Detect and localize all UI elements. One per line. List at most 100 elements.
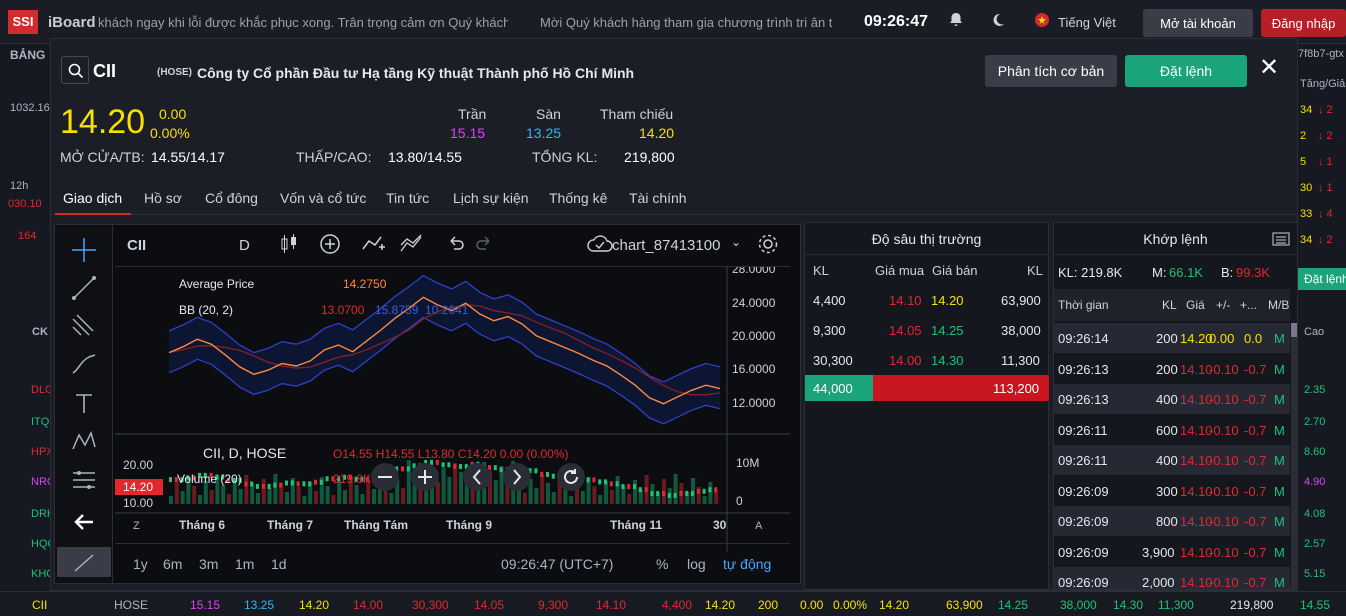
arrow-left-icon[interactable] <box>69 507 99 537</box>
price-tick: 20.0000 <box>732 329 776 343</box>
match-row[interactable]: 09:26:09 3,900 14.10 -0.10 -0.7 M <box>1054 536 1290 567</box>
pitchfork-icon[interactable] <box>69 311 99 341</box>
tab-financials[interactable]: Tài chính <box>629 190 687 206</box>
moon-icon[interactable] <box>988 12 1008 32</box>
tab-trading[interactable]: Giao dịch <box>63 190 123 206</box>
symbol-row[interactable]: HQC <box>31 538 56 550</box>
search-button[interactable] <box>61 56 89 84</box>
ticker-message: khách ngay khi lỗi được khắc phục xong. … <box>98 15 508 30</box>
bell-icon[interactable] <box>946 12 966 32</box>
match-scrollbar-thumb[interactable] <box>1291 323 1297 337</box>
depth-row[interactable]: 9,300 14.05 14.25 38,000 <box>805 315 1048 345</box>
range-1d[interactable]: 1d <box>271 556 287 572</box>
auto-scale-label[interactable]: A <box>755 520 763 532</box>
reset-button[interactable] <box>557 463 585 491</box>
footer-cell: 14.00 <box>353 598 384 612</box>
crosshair-icon[interactable] <box>69 235 99 265</box>
candle <box>609 481 613 487</box>
undo-icon[interactable] <box>445 233 465 259</box>
ruler-icon[interactable] <box>57 547 111 577</box>
chart-plot-area[interactable]: 28.0000 24.0000 20.0000 16.0000 12.0000 … <box>115 267 790 552</box>
tab-events[interactable]: Lịch sự kiện <box>453 190 529 206</box>
symbol-row[interactable]: NRC <box>31 476 55 488</box>
chart-symbol[interactable]: CII <box>127 237 147 254</box>
price-chart[interactable]: CII D chart_87413100 <box>54 224 801 584</box>
series-info[interactable]: CII, D, HOSE <box>203 445 286 461</box>
background-footer-row[interactable]: CII HOSE 15.15 13.25 14.20 14.00 30,300 … <box>0 591 1346 616</box>
range-6m[interactable]: 6m <box>163 556 183 572</box>
chevron-right-icon <box>513 469 522 485</box>
redo-icon[interactable] <box>475 233 495 259</box>
symbol-row[interactable]: DRH <box>31 508 55 520</box>
range-1m[interactable]: 1m <box>235 556 255 572</box>
chart-name[interactable]: chart_87413100 <box>612 237 721 254</box>
scroll-right-button[interactable] <box>503 463 531 491</box>
board-value: 30 <box>1300 182 1313 194</box>
login-button[interactable]: Đăng nhập <box>1261 9 1346 37</box>
candle-type-icon[interactable] <box>279 233 299 259</box>
bid-volume: 9,300 <box>813 323 846 338</box>
total-volume-label: TỔNG KL: <box>532 149 598 165</box>
auto-toggle[interactable]: tự động <box>723 556 772 572</box>
match-row[interactable]: 09:26:09 300 14.10 -0.10 -0.7 M <box>1054 475 1290 506</box>
zoom-z-label[interactable]: Z <box>133 520 140 532</box>
chart-toolbar: CII D chart_87413100 <box>115 225 790 267</box>
ssi-logo[interactable]: SSI <box>8 10 38 34</box>
flag-icon[interactable] <box>1032 12 1052 32</box>
brush-icon[interactable] <box>69 349 99 379</box>
match-row[interactable]: 09:26:14 200 14.20 0.00 0.0 M <box>1054 323 1290 353</box>
settings-icon[interactable] <box>757 233 779 259</box>
symbol-row[interactable]: KHG <box>31 568 55 580</box>
scroll-left-button[interactable] <box>463 463 491 491</box>
pattern-icon[interactable] <box>69 427 99 457</box>
match-header: +... <box>1240 298 1258 312</box>
tab-profile[interactable]: Hồ sơ <box>144 190 182 206</box>
volume-bar <box>598 495 603 504</box>
language-selector[interactable]: Tiếng Việt <box>1058 15 1116 30</box>
board-order-button[interactable]: Đặt lệnh <box>1298 268 1346 290</box>
volume-bar <box>360 494 365 504</box>
indicators-icon[interactable] <box>399 233 425 259</box>
close-icon[interactable]: ✕ <box>1258 54 1280 81</box>
text-tool-icon[interactable] <box>69 389 99 419</box>
tab-capital-dividends[interactable]: Vốn và cổ tức <box>280 190 367 206</box>
symbol-row[interactable]: HPX <box>31 446 54 458</box>
candle <box>662 491 665 497</box>
match-row[interactable]: 09:26:09 800 14.10 -0.10 -0.7 M <box>1054 506 1290 536</box>
match-row[interactable]: 09:26:13 200 14.10 -0.10 -0.7 M <box>1054 353 1290 384</box>
fundamental-analysis-button[interactable]: Phân tích cơ bản <box>985 55 1117 87</box>
trend-line-icon[interactable] <box>69 273 99 303</box>
percent-toggle[interactable]: % <box>656 556 669 572</box>
avg-price-legend[interactable]: Average Price <box>179 277 254 291</box>
depth-row[interactable]: 30,300 14.00 14.30 11,300 <box>805 345 1048 375</box>
place-order-button[interactable]: Đặt lệnh <box>1125 55 1247 87</box>
volume-legend[interactable]: Volume (20) <box>177 472 242 486</box>
cloud-icon[interactable] <box>585 233 615 259</box>
add-indicator-icon[interactable] <box>319 233 341 259</box>
log-toggle[interactable]: log <box>687 556 706 572</box>
bb-legend[interactable]: BB (20, 2) <box>179 303 233 317</box>
match-row[interactable]: 09:26:11 600 14.10 -0.10 -0.7 M <box>1054 414 1290 445</box>
chevron-down-icon[interactable]: ⌄ <box>731 235 742 249</box>
open-account-button[interactable]: Mở tài khoản <box>1143 9 1253 37</box>
match-scrollbar-track[interactable] <box>1291 323 1297 589</box>
candle <box>621 484 625 490</box>
depth-row[interactable]: 4,400 14.10 14.20 63,900 <box>805 285 1048 315</box>
tab-statistics[interactable]: Thống kê <box>549 190 608 206</box>
fib-icon[interactable] <box>69 465 99 495</box>
match-row[interactable]: 09:26:11 400 14.10 -0.10 -0.7 M <box>1054 445 1290 475</box>
list-icon[interactable] <box>1272 232 1290 246</box>
match-row[interactable]: 09:26:13 400 14.10 -0.10 -0.7 M <box>1054 384 1290 414</box>
compare-icon[interactable] <box>361 233 387 259</box>
symbol-row[interactable]: ITQ <box>31 416 50 428</box>
bb-basis-line <box>168 304 721 396</box>
range-3m[interactable]: 3m <box>199 556 219 572</box>
interval-selector[interactable]: D <box>239 237 250 254</box>
range-1y[interactable]: 1y <box>133 556 148 572</box>
match-row[interactable]: 09:26:09 2,000 14.10 -0.10 -0.7 M <box>1054 567 1290 589</box>
tab-shareholders[interactable]: Cổ đông <box>205 190 258 206</box>
market-depth-title: Độ sâu thị trường <box>805 223 1048 255</box>
board-tab[interactable]: BẢNG <box>10 48 46 62</box>
symbol-row[interactable]: DLG <box>31 384 54 396</box>
tab-news[interactable]: Tin tức <box>386 190 430 206</box>
